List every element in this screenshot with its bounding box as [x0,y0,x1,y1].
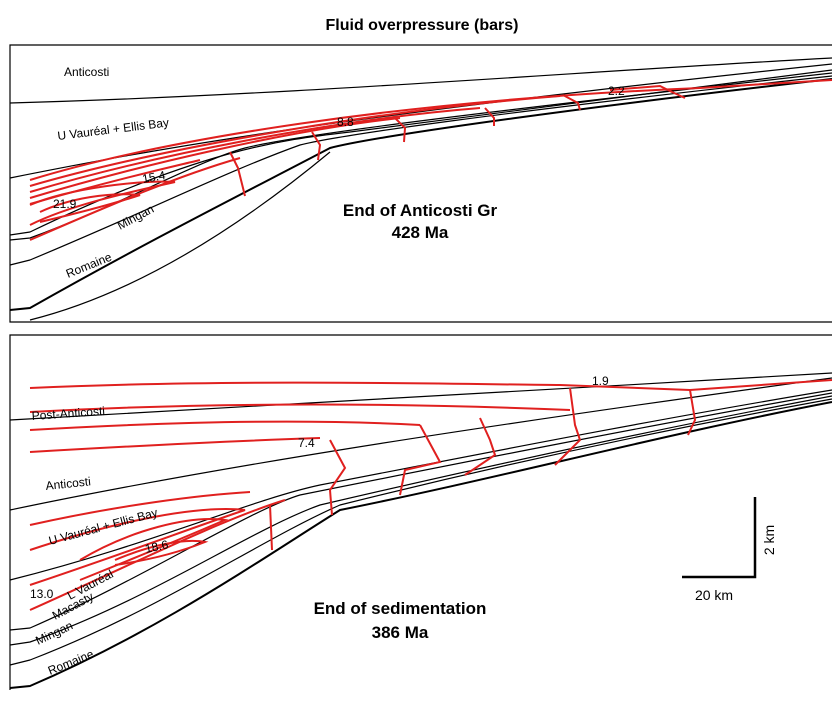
layer-label: Mingan [33,618,75,647]
scale-vertical: 2 km [761,525,777,555]
horizon [9,57,832,104]
horizon [9,389,832,581]
scale-horizontal: 20 km [695,587,733,603]
contour [29,107,481,193]
contour-label: 2.2 [608,84,625,98]
horizon [29,151,331,321]
contour [29,79,832,181]
contour [229,151,246,197]
panel-2: 1.9 7.4 18.6 13.0 Post-Anticosti Anticos… [9,334,832,690]
frame [9,334,832,690]
contour-label: 7.4 [298,436,315,450]
contour [609,84,686,99]
contour [399,424,442,496]
contour [29,379,832,392]
horizon [9,392,832,631]
contour [311,131,322,161]
contour [562,94,581,111]
contour [29,420,421,431]
contour [484,107,495,126]
contour [79,518,229,581]
horizon [9,398,832,666]
contour [554,387,582,466]
title: Fluid overpressure (bars) [326,17,519,34]
contour [29,403,571,413]
contour [464,417,497,476]
contour [29,508,246,586]
contour [29,437,321,453]
horizon [9,395,832,646]
layer-label: Mingan [115,202,156,233]
caption-age: 428 Ma [392,223,449,242]
panel-1: Anticosti U Vauréal + Ellis Bay Mingan R… [9,44,832,323]
scale-lines [682,497,757,579]
horizon [9,372,832,421]
contour-label: 8.8 [337,115,354,129]
contour [394,117,407,143]
caption: End of sedimentation [314,599,487,618]
contour [39,193,141,223]
horizon [9,69,832,236]
horizon [9,377,832,511]
layer-label: Romaine [46,647,96,678]
contour [29,95,561,187]
contour [29,157,241,241]
contour [29,117,401,199]
horizon [9,401,832,689]
contour [687,389,697,436]
layer-label: Anticosti [64,65,109,79]
contour [114,539,209,566]
contour [269,504,273,551]
contour-label: 21.9 [53,197,77,211]
horizon [9,78,832,311]
contour-label: 13.0 [30,587,54,601]
layer-label: Anticosti [45,474,92,493]
contour [29,499,286,611]
contour-label: 15.4 [141,168,167,186]
contour [328,439,347,516]
horizon [9,75,832,266]
caption: End of Anticosti Gr [343,201,498,220]
contour-label: 1.9 [592,374,609,388]
frame [9,44,832,323]
contour-label: 18.6 [144,537,170,556]
layer-label: U Vauréal + Ellis Bay [57,115,170,143]
scale-bar: 2 km 20 km [682,497,777,603]
caption-age: 386 Ma [372,623,429,642]
contour [29,180,176,226]
contour [29,491,251,526]
layer-label: Post-Anticosti [31,404,105,423]
